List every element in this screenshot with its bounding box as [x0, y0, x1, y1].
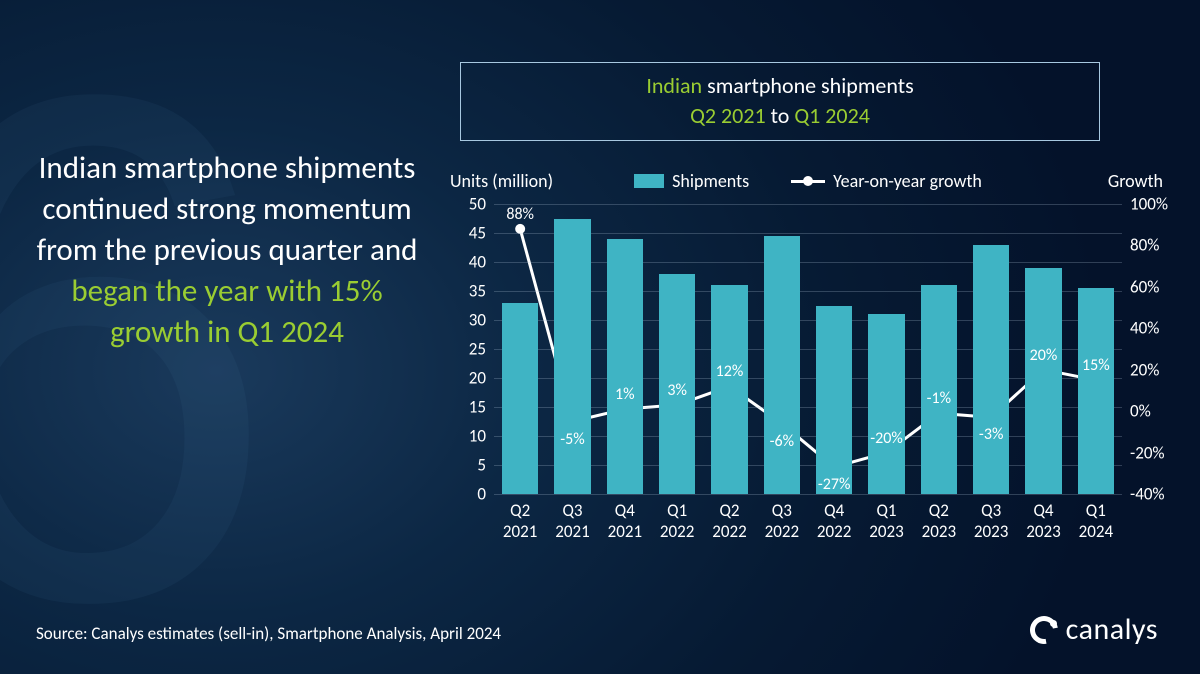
y-right-tick: 60%	[1130, 276, 1184, 297]
bar	[554, 219, 591, 495]
bars-layer	[494, 204, 1122, 494]
legend-label-bar: Shipments	[672, 170, 749, 192]
x-category: Q42022	[817, 500, 851, 543]
title-range-b: Q1 2024	[794, 102, 870, 129]
bar	[816, 306, 853, 495]
headline-pre: Indian smartphone shipments continued st…	[37, 149, 418, 269]
growth-label: 15%	[1082, 356, 1110, 375]
growth-label: 3%	[667, 381, 687, 400]
bar	[868, 314, 905, 494]
x-category: Q22023	[922, 500, 956, 543]
legend-swatch-line	[791, 180, 825, 183]
y-left-tick: 5	[446, 455, 486, 476]
x-category: Q32022	[765, 500, 799, 543]
legend-label-line: Year-on-year growth	[833, 170, 982, 192]
title-range-mid: to	[766, 102, 795, 129]
y-left-tick: 0	[446, 484, 486, 505]
growth-label: -5%	[560, 430, 584, 449]
y-right-tick: 0%	[1130, 401, 1184, 422]
y-left-tick: 15	[446, 397, 486, 418]
x-category: Q32023	[974, 500, 1008, 543]
y-right-tick: 80%	[1130, 235, 1184, 256]
y-left-tick: 45	[446, 223, 486, 244]
bar	[502, 303, 539, 494]
plot-area: 05101520253035404550-40%-20%0%20%40%60%8…	[494, 204, 1122, 494]
canalys-logo-text: canalys	[1066, 611, 1158, 648]
bar	[1078, 288, 1115, 494]
x-category: Q22022	[712, 500, 746, 543]
growth-label: -27%	[818, 475, 851, 494]
growth-label: 88%	[506, 205, 534, 224]
y-left-tick: 35	[446, 281, 486, 302]
chart: Units (million) Growth Shipments Year-on…	[448, 170, 1168, 560]
legend-item-growth: Year-on-year growth	[791, 170, 982, 192]
growth-label: -20%	[870, 429, 903, 448]
chart-title-box: Indian smartphone shipments Q2 2021 to Q…	[460, 62, 1100, 141]
canalys-logo: canalys	[1030, 611, 1158, 648]
growth-label: 20%	[1030, 346, 1058, 365]
legend: Shipments Year-on-year growth	[448, 170, 1168, 192]
x-category: Q42023	[1026, 500, 1060, 543]
headline-accent: began the year with 15% growth in Q1 202…	[71, 272, 382, 351]
x-category: Q12023	[869, 500, 903, 543]
chart-title-line2: Q2 2021 to Q1 2024	[481, 101, 1079, 131]
canalys-logo-icon	[1030, 616, 1058, 644]
legend-item-shipments: Shipments	[634, 170, 749, 192]
title-accent: Indian	[646, 72, 702, 99]
growth-label: -6%	[770, 432, 794, 451]
bar	[607, 239, 644, 494]
bar	[764, 236, 801, 494]
x-category: Q32021	[555, 500, 589, 543]
x-category: Q12022	[660, 500, 694, 543]
growth-label: -3%	[979, 425, 1003, 444]
growth-label: 12%	[716, 362, 744, 381]
y-right-tick: -40%	[1130, 484, 1184, 505]
bar	[1025, 268, 1062, 494]
headline-text: Indian smartphone shipments continued st…	[34, 148, 420, 353]
y-left-tick: 10	[446, 426, 486, 447]
y-right-tick: 20%	[1130, 359, 1184, 380]
title-rest: smartphone shipments	[702, 72, 914, 99]
title-range-a: Q2 2021	[690, 102, 766, 129]
legend-swatch-bar	[634, 174, 664, 188]
growth-label: 1%	[615, 385, 635, 404]
gridline	[494, 494, 1122, 495]
chart-title-line1: Indian smartphone shipments	[481, 71, 1079, 101]
source-text: Source: Canalys estimates (sell-in), Sma…	[36, 623, 501, 644]
y-right-tick: -20%	[1130, 442, 1184, 463]
y-right-tick: 100%	[1130, 194, 1184, 215]
x-category: Q12024	[1079, 500, 1113, 543]
y-left-tick: 50	[446, 194, 486, 215]
x-category: Q22021	[503, 500, 537, 543]
y-left-tick: 25	[446, 339, 486, 360]
y-left-tick: 40	[446, 252, 486, 273]
y-right-tick: 40%	[1130, 318, 1184, 339]
bar	[711, 285, 748, 494]
bar	[973, 245, 1010, 494]
y-left-tick: 20	[446, 368, 486, 389]
y-left-tick: 30	[446, 310, 486, 331]
growth-label: -1%	[927, 389, 951, 408]
x-category: Q42021	[608, 500, 642, 543]
